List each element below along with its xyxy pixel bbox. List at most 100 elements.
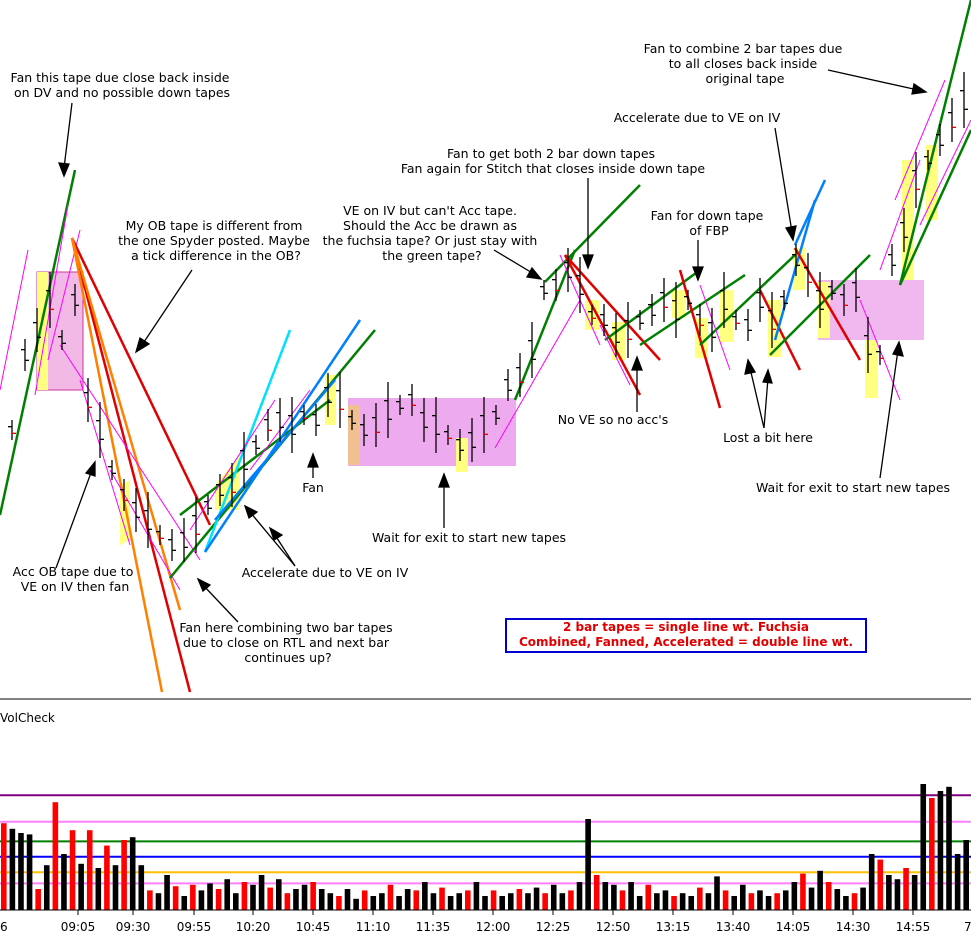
annotation-line: continues up?: [244, 650, 331, 665]
volume-bar: [172, 886, 179, 910]
legend-box: 2 bar tapes = single line wt. Fuchsia Co…: [505, 618, 867, 653]
annotation-line: a tick difference in the OB?: [131, 248, 301, 263]
annotation-line: Should the Acc be drawn as: [343, 218, 517, 233]
annotation-6: Accelerate due to VE on IV: [614, 110, 781, 125]
volume-bar: [636, 896, 643, 910]
x-tick-label: 09:55: [177, 920, 212, 934]
volume-bar: [585, 819, 591, 910]
volume-bar: [396, 896, 402, 910]
volume-bar: [894, 879, 901, 910]
volume-bar: [611, 884, 617, 910]
annotation-line: Fan this tape due close back inside: [11, 70, 230, 85]
volcheck-panel-title: VolCheck: [0, 711, 55, 725]
volume-bar: [78, 863, 84, 910]
volume-bar: [310, 882, 316, 910]
annotation-line: due to close on RTL and next bar: [183, 635, 390, 650]
annotation-4: Fan to get both 2 bar down tapes Fan aga…: [401, 146, 706, 176]
volume-bar: [190, 884, 196, 910]
volume-bar: [542, 893, 548, 910]
volume-bar: [550, 884, 557, 910]
volume-bar: [929, 798, 935, 910]
volume-bar: [447, 896, 454, 910]
x-tick-label: 13:15: [656, 920, 691, 934]
annotation-line: VE on IV but can't Acc tape.: [343, 203, 517, 218]
annotation-11: Fan here combining two bar tapes due to …: [179, 620, 396, 665]
volume-bar: [654, 893, 660, 910]
annotation-line: My OB tape is different from: [126, 218, 303, 233]
annotation-7: Fan to combine 2 bar tapes due to all cl…: [644, 41, 847, 86]
annotation-line: Fan to get both 2 bar down tapes: [447, 146, 655, 161]
volume-bar: [112, 865, 119, 910]
volume-bar: [843, 896, 849, 910]
volume-bars: [1, 784, 969, 910]
volume-bar: [430, 893, 437, 910]
volume-bar: [645, 884, 652, 910]
volume-bar: [465, 890, 471, 910]
x-tick-label: 14:30: [836, 920, 871, 934]
volume-bar: [834, 889, 841, 910]
volume-bar: [963, 840, 969, 910]
volume-bar: [9, 828, 16, 910]
x-tick-label: 09:05: [61, 920, 96, 934]
volume-bar: [688, 896, 695, 910]
volume-bar: [886, 875, 892, 910]
volume-bar: [662, 890, 669, 910]
annotation-line: Wait for exit to start new tapes: [372, 530, 566, 545]
annotation-line: Fan for down tape: [651, 208, 764, 223]
volume-bar: [387, 884, 394, 910]
volume-bar: [507, 893, 514, 910]
annotation-arrows: [55, 69, 928, 623]
x-tick-label: 09:30: [116, 920, 151, 934]
volume-bar: [43, 865, 50, 910]
volume-bar: [293, 889, 299, 910]
volume-bar: [301, 884, 308, 910]
volume-bar: [104, 845, 110, 910]
volume-bar: [911, 875, 918, 910]
volume-bar: [181, 896, 188, 910]
volume-bar: [241, 882, 248, 910]
annotation-line: the green tape?: [382, 248, 481, 263]
volume-bar: [404, 889, 411, 910]
volume-bar: [52, 802, 59, 910]
x-tick-label: 12:00: [476, 920, 511, 934]
annotation-1: Fan this tape due close back inside on D…: [11, 70, 234, 100]
volume-bar: [336, 896, 342, 910]
volume-bar: [774, 893, 780, 910]
volume-bar: [490, 890, 497, 910]
volume-bar: [215, 889, 222, 910]
annotation-line: Acc OB tape due to: [13, 564, 134, 579]
x-tick-label: 10:20: [236, 920, 271, 934]
annotation-line: VE on IV then fan: [21, 579, 130, 594]
volume-bar: [138, 865, 145, 910]
volume-bar: [499, 896, 505, 910]
volume-bar: [422, 882, 428, 910]
x-tick-label: 7: [964, 920, 971, 934]
x-tick-label: 14:05: [776, 920, 811, 934]
annotation-line: Wait for exit to start new tapes: [756, 480, 950, 495]
volume-bar: [903, 868, 909, 910]
annotation-line: Fan here combining two bar tapes: [179, 620, 392, 635]
volume-bar: [61, 854, 67, 910]
x-tick-label: 10:45: [296, 920, 331, 934]
volume-bar: [267, 887, 273, 910]
price-bars: [8, 72, 968, 562]
x-tick-label: 13:40: [716, 920, 751, 934]
annotation-10: Fan: [302, 480, 324, 495]
volume-bar: [69, 830, 76, 910]
annotation-8: Acc OB tape due to VE on IV then fan: [13, 564, 138, 594]
volume-bar: [593, 875, 600, 910]
volume-bar: [327, 893, 334, 910]
volume-bar: [129, 837, 136, 910]
annotation-15: Wait for exit to start new tapes: [756, 480, 950, 495]
volume-bar: [765, 896, 772, 910]
volume-bar: [576, 882, 583, 910]
volume-bar: [628, 882, 634, 910]
annotation-14: Lost a bit here: [723, 430, 813, 445]
volume-bar: [370, 896, 377, 910]
annotation-line: to all closes back inside: [669, 56, 818, 71]
volume-bar: [860, 887, 866, 910]
volume-bar: [731, 896, 737, 910]
volume-bar: [697, 887, 703, 910]
volume-bar: [95, 868, 102, 910]
x-tick-label: 12:25: [536, 920, 571, 934]
